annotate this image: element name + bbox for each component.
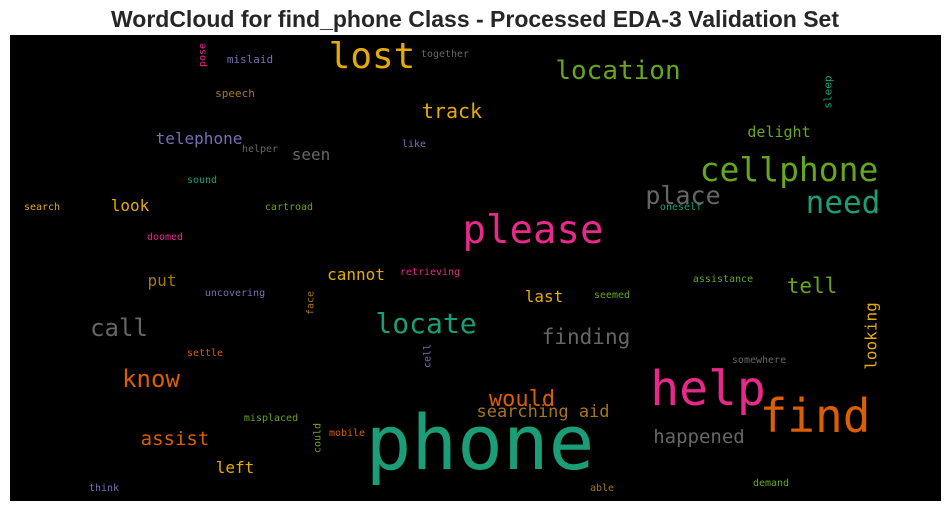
word-call: call — [90, 314, 148, 342]
word-pose: pose — [198, 43, 209, 67]
word-mobile: mobile — [329, 428, 365, 439]
word-seen: seen — [292, 145, 331, 164]
word-please: please — [463, 208, 604, 253]
word-search: search — [24, 202, 60, 213]
word-seemed: seemed — [594, 290, 630, 301]
word-put: put — [148, 271, 177, 290]
word-help: help — [650, 361, 766, 417]
word-doomed: doomed — [147, 232, 183, 243]
word-looking: looking — [862, 302, 881, 369]
word-helper: helper — [242, 144, 278, 155]
word-think: think — [89, 483, 119, 494]
chart-title: WordCloud for find_phone Class - Process… — [110, 6, 839, 32]
word-would: would — [489, 387, 555, 412]
word-together: together — [421, 49, 469, 60]
word-cartroad: cartroad — [265, 202, 313, 213]
word-need: need — [806, 185, 881, 221]
word-somewhere: somewhere — [732, 355, 786, 366]
word-look: look — [111, 196, 150, 215]
word-oneself: oneself — [660, 202, 702, 213]
word-demand: demand — [753, 478, 789, 489]
word-tell: tell — [787, 274, 838, 298]
word-sleep: sleep — [822, 75, 835, 108]
word-cannot: cannot — [327, 265, 385, 284]
word-able: able — [590, 483, 614, 494]
word-searching-aid: searching aid — [476, 402, 609, 422]
word-find: find — [760, 389, 871, 443]
word-left: left — [216, 458, 255, 477]
word-speech: speech — [215, 87, 255, 100]
word-locate: locate — [375, 307, 476, 340]
word-misplaced: misplaced — [244, 413, 298, 424]
word-telephone: telephone — [156, 129, 243, 148]
word-lost: lost — [329, 36, 416, 77]
word-delight: delight — [747, 123, 810, 141]
word-phone: phone — [366, 398, 595, 487]
word-location: location — [555, 56, 680, 86]
word-cloud-background — [10, 35, 941, 501]
word-assistance: assistance — [693, 274, 753, 285]
word-assist: assist — [141, 428, 210, 450]
word-cellphone: cellphone — [700, 150, 879, 189]
word-sound: sound — [187, 175, 217, 186]
word-happened: happened — [653, 426, 745, 448]
word-retrieving: retrieving — [400, 267, 460, 278]
word-cell: cell — [423, 344, 434, 368]
word-like: like — [402, 139, 426, 150]
word-finding: finding — [542, 325, 631, 349]
word-face: face — [306, 291, 317, 315]
word-cloud: phone help find please lost cellphone need loca… — [10, 35, 941, 501]
word-mislaid: mislaid — [227, 53, 273, 66]
word-know: know — [122, 365, 180, 393]
word-could: could — [313, 423, 324, 453]
word-uncovering: uncovering — [205, 288, 265, 299]
word-settle: settle — [187, 348, 223, 359]
word-track: track — [422, 99, 482, 123]
word-last: last — [525, 287, 564, 306]
word-place: place — [645, 181, 720, 210]
